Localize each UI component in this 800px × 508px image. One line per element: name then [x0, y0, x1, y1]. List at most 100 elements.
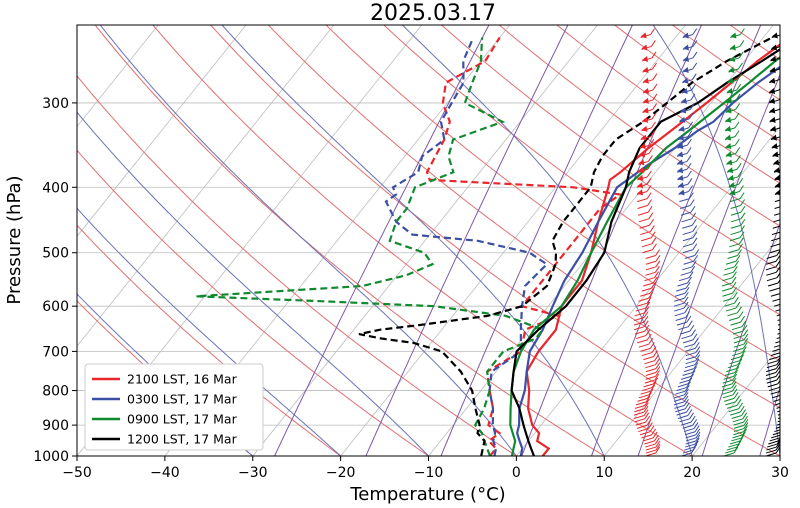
- wind-barb: [645, 375, 656, 380]
- wind-barb: [645, 255, 656, 260]
- wind-barb-flag: [651, 428, 657, 436]
- wind-barb-flag: [646, 419, 652, 426]
- wind-barb: [638, 428, 649, 433]
- wind-barb: [634, 404, 646, 409]
- wind-barb-flag: [732, 266, 738, 273]
- wind-barb: [684, 446, 695, 451]
- wind-barb: [678, 277, 690, 282]
- wind-barb-flag: [743, 329, 749, 336]
- x-tick-label: 10: [595, 465, 613, 481]
- wind-barb: [641, 434, 652, 439]
- wind-barb: [721, 383, 733, 388]
- wind-barb-flag: [735, 362, 741, 369]
- wind-barb-pennant: [769, 107, 776, 114]
- wind-barb: [639, 224, 650, 229]
- wind-barb-flag: [739, 405, 745, 413]
- wind-barb-flag: [690, 370, 696, 377]
- wind-barb: [643, 356, 654, 361]
- wind-barb-pennant: [642, 67, 649, 74]
- wind-barb: [770, 352, 780, 357]
- wind-barb: [726, 368, 737, 373]
- wind-barb-flag: [692, 366, 698, 373]
- wind-barb-flag: [648, 147, 654, 154]
- wind-barb-flag: [692, 40, 698, 47]
- wind-barb: [685, 443, 696, 448]
- wind-barb-pennant: [677, 167, 684, 174]
- wind-barb-pennant: [770, 134, 777, 141]
- wind-barb-flag: [777, 437, 780, 442]
- wind-barb: [682, 449, 694, 454]
- wind-barb: [679, 330, 691, 335]
- wind-barb-flag: [743, 425, 748, 432]
- wind-barb-flag: [646, 170, 652, 178]
- wind-barb-flag: [740, 315, 746, 323]
- wind-barb: [685, 352, 696, 357]
- wind-barb: [675, 390, 686, 395]
- wind-barb-flag: [684, 384, 690, 392]
- wind-barb: [728, 249, 739, 254]
- wind-barb: [675, 317, 686, 321]
- wind-barb: [684, 431, 696, 436]
- wind-barb-flag: [685, 311, 691, 318]
- wind-barb: [674, 292, 686, 297]
- isotherm-gridline: [515, 125, 780, 456]
- wind-barb: [634, 330, 646, 335]
- wind-barb-flag: [734, 260, 739, 268]
- wind-barb-flag: [734, 366, 740, 373]
- wind-barb-pennant: [774, 174, 780, 181]
- wind-barb: [722, 394, 734, 399]
- wind-barb-pennant: [725, 134, 732, 141]
- wind-barb: [775, 341, 780, 344]
- wind-barb-flag: [737, 358, 743, 365]
- wind-barb: [638, 297, 649, 302]
- wind-barb: [765, 372, 777, 376]
- wind-barb-flag: [695, 434, 701, 442]
- wind-barb: [681, 335, 692, 340]
- wind-barb: [642, 437, 654, 442]
- wind-barb: [636, 302, 648, 307]
- dry-adiabat: [94, 25, 606, 456]
- wind-barb: [682, 339, 694, 344]
- wind-barb-pennant: [637, 167, 644, 174]
- wind-barb-flag: [648, 388, 654, 396]
- isotherm-gridline: [77, 25, 335, 347]
- wind-barb: [766, 446, 777, 451]
- wind-barb-flag: [690, 415, 696, 423]
- dry-adiabat: [383, 25, 780, 316]
- wind-barb-flag: [655, 440, 661, 448]
- wind-barb: [645, 372, 657, 376]
- dry-adiabat: [77, 75, 518, 456]
- wind-barb-flag: [643, 315, 649, 323]
- wind-barb: [766, 260, 777, 265]
- wind-barb: [642, 387, 653, 392]
- wind-barb-flag: [688, 185, 694, 192]
- moist-adiabat: [77, 207, 342, 456]
- wind-barb-flag: [687, 320, 693, 327]
- wind-barb: [725, 401, 736, 406]
- dry-adiabat: [556, 25, 780, 184]
- wind-barb: [773, 219, 780, 223]
- wind-barb-flag: [743, 415, 748, 423]
- wind-barb-flag: [739, 231, 745, 239]
- wind-barb: [721, 282, 733, 287]
- mixing-ratio-line: [701, 221, 780, 456]
- wind-barb: [724, 266, 735, 271]
- wind-barb: [775, 426, 780, 429]
- wind-barb-pennant: [637, 189, 644, 196]
- wind-barb: [673, 401, 685, 406]
- wind-barb: [637, 339, 648, 344]
- wind-barb-flag: [655, 254, 661, 262]
- wind-barb: [775, 309, 780, 312]
- wind-barb-pennant: [637, 174, 644, 181]
- wind-barb-flag: [739, 434, 745, 442]
- wind-barb: [774, 212, 780, 216]
- wind-barb-flag: [743, 333, 749, 341]
- wind-barb: [775, 402, 780, 406]
- wind-barb-pennant: [682, 77, 689, 84]
- wind-barb: [678, 326, 689, 331]
- wind-barb-flag: [736, 162, 742, 170]
- x-tick-label: −50: [62, 465, 92, 481]
- mixing-ratio-line: [759, 385, 780, 456]
- wind-barb: [769, 249, 780, 254]
- wind-barb-flag: [739, 185, 744, 192]
